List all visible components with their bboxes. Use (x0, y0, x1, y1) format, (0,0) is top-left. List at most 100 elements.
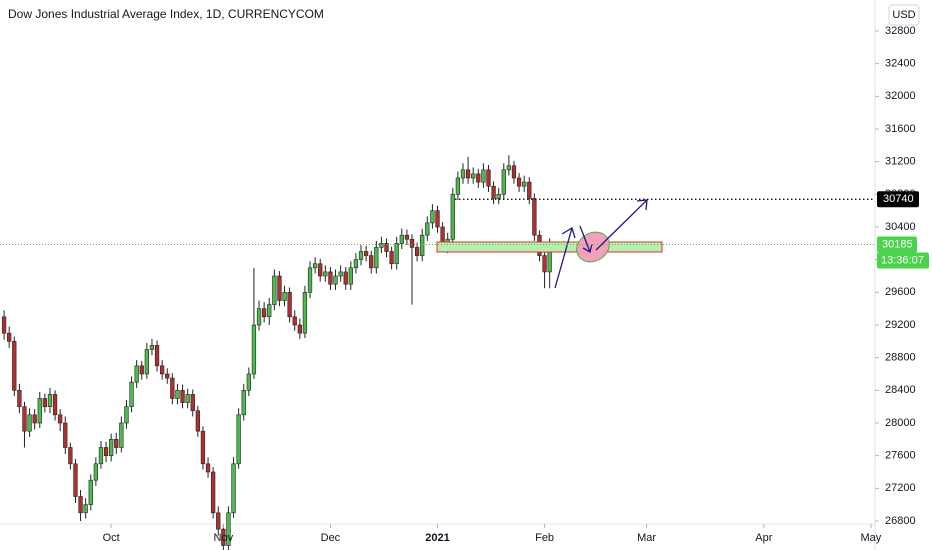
candle-body (440, 226, 445, 244)
candle-body (205, 463, 211, 473)
candle-body (103, 447, 109, 456)
arrows (554, 199, 648, 289)
candle-body (251, 324, 257, 375)
candle-body (185, 394, 190, 403)
y-tick-label: 32000 (885, 90, 916, 102)
candle-body (292, 316, 297, 326)
candle-body (318, 263, 323, 277)
candle-body (491, 185, 496, 199)
candle-body (114, 439, 119, 448)
candle-body (496, 194, 501, 199)
candle-body (476, 173, 481, 183)
y-tick-label: 29200 (885, 319, 916, 331)
candle-body (1, 316, 7, 334)
candle-body (338, 271, 343, 277)
candle-body (246, 373, 251, 391)
candle-body (501, 169, 506, 195)
candle-body (450, 194, 455, 240)
candle-body (139, 365, 144, 375)
candle-body (160, 365, 165, 375)
y-tick-label: 32800 (885, 25, 916, 37)
y-tick-label: 28400 (885, 384, 916, 396)
candle-body (22, 406, 27, 432)
candle-body (78, 496, 83, 514)
candle-body (369, 255, 374, 269)
currency[interactable]: USD (892, 9, 915, 21)
candle-body (542, 255, 547, 273)
chart-title: Dow Jones Industrial Average Index, 1D, … (8, 7, 324, 21)
candle-body (226, 512, 231, 546)
candle-body (124, 406, 129, 424)
candle-body (37, 398, 42, 424)
candle-body (63, 422, 68, 448)
countdown-box (877, 252, 929, 269)
candle-body (267, 304, 272, 318)
candle-body (47, 394, 53, 407)
candle-body (175, 390, 180, 399)
last-price-label: 30185 (882, 238, 913, 250)
candle-body (216, 512, 221, 530)
candle-body (389, 251, 394, 265)
candle-body (32, 414, 37, 424)
candle-body (282, 292, 287, 301)
candle-body (374, 247, 379, 269)
candle-body (522, 181, 527, 187)
candle-body (323, 271, 328, 277)
y-tick-label: 29600 (885, 286, 916, 298)
candle-body (384, 243, 389, 252)
candle-body (409, 238, 415, 248)
candle-body (231, 463, 236, 514)
candle-body (256, 308, 262, 326)
x-tick-label: Dec (321, 532, 341, 544)
currency-box[interactable] (888, 4, 920, 26)
x-tick-label: Oct (103, 532, 120, 544)
candle-body (134, 365, 139, 383)
candle-body (302, 292, 308, 334)
candle-body (333, 275, 338, 285)
candle-body (277, 275, 282, 301)
y-tick-label: 27200 (885, 482, 916, 494)
y-tick-label: 31200 (885, 156, 916, 168)
candle-body (455, 177, 461, 195)
candle-body (399, 234, 404, 244)
candle-body (88, 479, 93, 505)
zone-rectangle (436, 241, 663, 253)
candle-body (465, 169, 471, 179)
candle-body (68, 447, 73, 465)
y-tick-label: 31600 (885, 123, 916, 135)
candle-body (287, 292, 292, 318)
candle-body (221, 528, 226, 546)
candle-body (420, 234, 425, 256)
candle-body (261, 308, 267, 318)
candle-body (486, 169, 491, 187)
x-tick-label: May (861, 532, 882, 544)
candle-body (481, 169, 486, 183)
candle-body (180, 390, 185, 403)
candle-body (430, 210, 435, 224)
candle-body (129, 381, 134, 407)
candle-body (460, 169, 466, 179)
candle-body (343, 271, 348, 285)
level-label-box (877, 191, 919, 208)
y-tick-label: 28000 (885, 417, 916, 429)
y-tick-label: 30400 (885, 221, 916, 233)
candle-body (348, 267, 353, 285)
y-tick-label: 32400 (885, 58, 916, 70)
candle-body (379, 243, 384, 248)
candle-body (236, 414, 241, 465)
candle-body (42, 398, 48, 407)
y-tick-label: 28800 (885, 352, 916, 364)
candle-body (414, 247, 420, 256)
candle-body (516, 177, 522, 187)
candle-body (312, 263, 318, 269)
candle-body (149, 345, 155, 350)
y-tick-label: 26800 (885, 515, 916, 527)
candle-body (211, 471, 216, 514)
candle-body (144, 349, 149, 375)
candle-body (506, 165, 512, 171)
candle-body (83, 504, 88, 514)
candle-body (532, 198, 537, 236)
candle-body (297, 324, 302, 334)
x-tick-label: Feb (535, 532, 554, 544)
